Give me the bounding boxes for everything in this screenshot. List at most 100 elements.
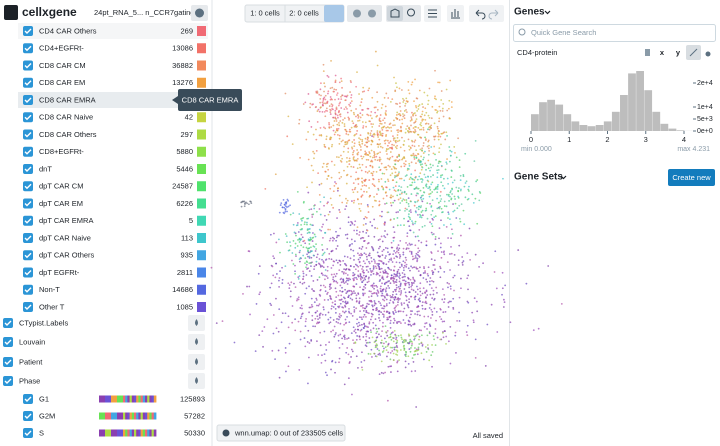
category-label[interactable]: CD8 CAR Others <box>39 130 97 139</box>
cell-point <box>367 89 370 92</box>
checkbox[interactable] <box>23 233 33 243</box>
cell-point <box>349 91 352 93</box>
checkbox[interactable] <box>23 43 33 54</box>
cell-point <box>346 237 349 240</box>
field-label[interactable]: Phase <box>19 376 40 385</box>
category-label[interactable]: CD4+EGFRt- <box>39 44 84 53</box>
umap-scatter[interactable] <box>210 50 563 408</box>
cell-point <box>362 260 365 263</box>
icon <box>689 48 698 57</box>
field-label[interactable]: Louvain <box>19 337 45 346</box>
create-button[interactable] <box>668 169 715 186</box>
cell-point <box>281 282 284 285</box>
checkbox[interactable] <box>23 215 33 226</box>
search-input[interactable] <box>513 24 716 42</box>
value-bar <box>140 395 144 403</box>
genes-title[interactable]: Genes <box>514 7 545 18</box>
checkbox[interactable] <box>23 129 33 140</box>
cell-point <box>322 70 325 73</box>
cell-point <box>376 100 379 103</box>
checkbox[interactable] <box>3 318 13 328</box>
checkbox[interactable] <box>23 181 33 192</box>
checkbox[interactable] <box>23 164 33 174</box>
cell-point <box>450 237 452 240</box>
category-label[interactable]: dpT CAR Others <box>39 251 95 260</box>
checkbox[interactable] <box>3 376 13 386</box>
cell-point <box>396 140 399 143</box>
embedding-button[interactable] <box>216 424 346 442</box>
cell-point <box>384 269 387 272</box>
category-label[interactable]: CD8 CAR Naive <box>39 113 93 122</box>
category-label[interactable]: CD4 CAR Others <box>39 26 97 35</box>
cell-point <box>419 172 422 175</box>
crossfilter-2[interactable]: 2: 0 cells <box>289 8 319 17</box>
checkbox[interactable] <box>23 411 33 421</box>
crossfilter-1[interactable]: 1: 0 cells <box>250 8 280 17</box>
delete-icon[interactable] <box>645 49 650 56</box>
cell-point <box>417 108 420 110</box>
category-label[interactable]: Non-T <box>39 285 60 294</box>
cell-point <box>307 249 309 252</box>
clear-button[interactable] <box>324 5 344 22</box>
lasso-button[interactable] <box>387 6 403 21</box>
value-bar <box>151 429 155 437</box>
cell-point <box>434 95 436 98</box>
checkmark <box>24 287 32 293</box>
cell-point <box>362 109 364 111</box>
phase-label[interactable]: G2M <box>39 411 55 420</box>
phase-label[interactable]: S <box>39 428 44 437</box>
undo-redo[interactable] <box>469 5 504 22</box>
checkbox[interactable] <box>23 428 33 438</box>
cell-point <box>410 347 412 349</box>
cell-point <box>490 303 493 306</box>
checkbox[interactable] <box>3 337 13 347</box>
cell-point <box>375 328 378 330</box>
y-button[interactable]: y <box>676 48 681 57</box>
search-placeholder: Quick Gene Search <box>531 28 596 37</box>
cell-point <box>323 143 326 146</box>
cell-point <box>334 113 337 116</box>
checkbox[interactable] <box>23 198 33 209</box>
category-label[interactable]: CD8 CAR EM <box>39 78 85 87</box>
cell-point <box>411 220 413 223</box>
phase-label[interactable]: G1 <box>39 394 49 403</box>
checkbox[interactable] <box>23 112 33 123</box>
checkbox[interactable] <box>23 95 33 105</box>
cell-point <box>379 285 382 288</box>
x-button[interactable]: x <box>660 48 665 57</box>
dataset-name[interactable]: 24pt_RNA_5... n_CCR7gating <box>94 8 194 17</box>
checkbox[interactable] <box>23 267 33 278</box>
category-label[interactable]: Other T <box>39 302 65 311</box>
cell-point <box>373 185 376 188</box>
checkbox[interactable] <box>23 77 33 88</box>
cell-point <box>410 285 413 288</box>
field-label[interactable]: CTypist.Labels <box>19 318 68 327</box>
category-label[interactable]: CD8 CAR EMRA <box>39 95 96 104</box>
checkbox[interactable] <box>23 394 33 404</box>
cell-point <box>366 138 369 141</box>
checkbox[interactable] <box>23 146 33 157</box>
cell-point <box>320 134 323 137</box>
category-label[interactable]: dnT <box>39 164 52 173</box>
cell-point <box>324 274 326 277</box>
category-label[interactable]: dpT CAR Naive <box>39 233 91 242</box>
category-label[interactable]: dpT CAR EMRA <box>39 216 93 225</box>
mode-group[interactable] <box>347 5 382 22</box>
checkbox[interactable] <box>23 284 33 295</box>
category-label[interactable]: CD8+EGFRt- <box>39 147 84 156</box>
checkbox[interactable] <box>23 250 33 261</box>
checkbox[interactable] <box>23 60 33 71</box>
cell-point <box>428 144 430 147</box>
cell-point <box>367 271 370 273</box>
category-label[interactable]: dpT CAR EM <box>39 199 83 208</box>
category-label[interactable]: dpT CAR CM <box>39 182 83 191</box>
field-label[interactable]: Patient <box>19 357 43 366</box>
checkbox[interactable] <box>23 302 33 312</box>
checkbox[interactable] <box>23 26 33 36</box>
color-button[interactable] <box>705 51 711 57</box>
gene-sets-title[interactable]: Gene Sets <box>514 172 563 183</box>
category-label[interactable]: dpT EGFRt- <box>39 268 80 277</box>
category-label[interactable]: CD8 CAR CM <box>39 61 86 70</box>
checkbox[interactable] <box>3 357 13 367</box>
gene-name[interactable]: CD4-protein <box>517 48 557 57</box>
